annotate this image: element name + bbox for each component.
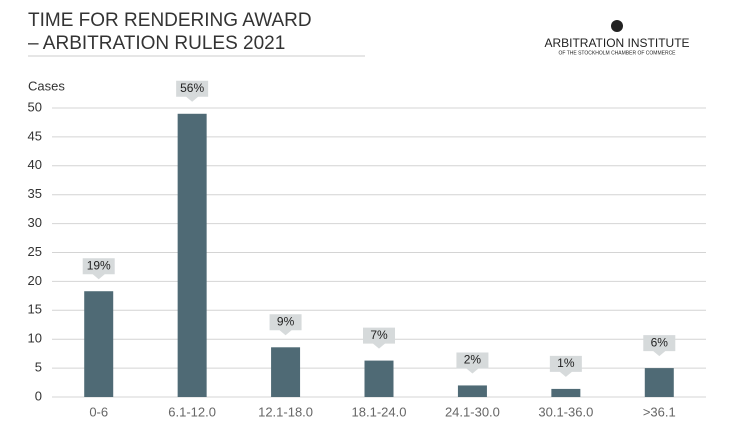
label-callout (363, 327, 395, 349)
share-label: 7% (370, 328, 388, 342)
x-tick-label: 24.1-30.0 (445, 404, 500, 419)
bar (84, 291, 114, 397)
logo: ARBITRATION INSTITUTE OF THE STOCKHOLM C… (544, 20, 690, 56)
bar (551, 388, 581, 397)
logo-subtitle: OF THE STOCKHOLM CHAMBER OF COMMERCE (558, 50, 676, 56)
bar (177, 113, 207, 397)
share-label: 56% (180, 81, 204, 95)
y-tick-label: 0 (35, 388, 42, 403)
share-label: 2% (464, 353, 482, 367)
logo-globe (611, 20, 623, 32)
label-callout (269, 314, 302, 336)
label-callout (549, 355, 582, 377)
y-tick-label: 50 (28, 99, 42, 114)
y-tick-label: 25 (28, 244, 42, 259)
x-tick-label: 0-6 (89, 404, 108, 419)
y-axis-label: Cases (28, 78, 65, 93)
label-callout (82, 258, 115, 280)
x-tick-label: 18.1-24.0 (352, 404, 407, 419)
chart-title: – ARBITRATION RULES 2021 (28, 33, 285, 54)
x-tick-label: >36.1 (643, 404, 676, 419)
y-tick-label: 10 (28, 331, 42, 346)
x-tick-label: 30.1-36.0 (538, 404, 593, 419)
y-tick-label: 35 (28, 186, 42, 201)
y-tick-label: 5 (35, 360, 42, 375)
share-label: 6% (651, 335, 669, 349)
bar (644, 368, 674, 397)
label-callout (176, 80, 209, 102)
share-label: 1% (557, 356, 575, 370)
label-callout (456, 352, 489, 374)
x-tick-label: 12.1-18.0 (258, 404, 313, 419)
logo-name: ARBITRATION INSTITUTE (544, 36, 689, 50)
y-tick-label: 40 (28, 157, 42, 172)
share-label: 19% (87, 258, 111, 272)
bar (364, 360, 394, 397)
label-callout (643, 335, 676, 357)
y-tick-label: 45 (28, 128, 42, 143)
bar (271, 347, 301, 397)
y-tick-label: 20 (28, 273, 42, 288)
x-tick-label: 6.1-12.0 (168, 404, 216, 419)
chart-title: TIME FOR RENDERING AWARD (28, 10, 312, 31)
y-tick-label: 30 (28, 215, 42, 230)
bar (457, 385, 487, 397)
share-label: 9% (277, 314, 295, 328)
y-tick-label: 15 (28, 302, 42, 317)
